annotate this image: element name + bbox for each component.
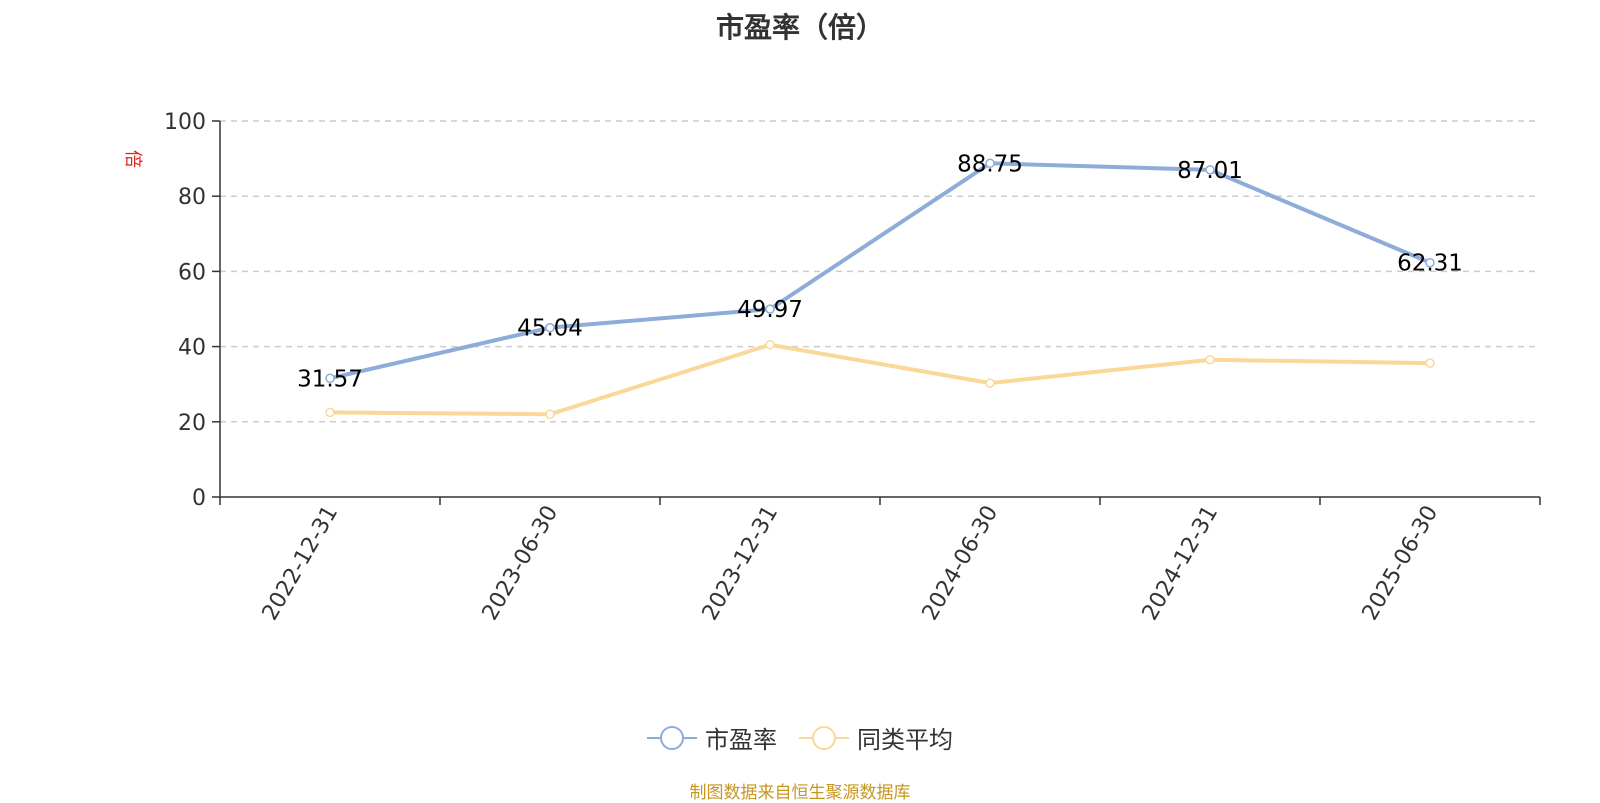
x-tick-label: 2024-12-31 xyxy=(1138,502,1224,625)
chart-title: 市盈率（倍） xyxy=(715,11,884,44)
point-peer-avg xyxy=(1425,358,1435,368)
legend: 市盈率 同类平均 xyxy=(0,720,1600,755)
x-tick-label: 2023-06-30 xyxy=(478,502,564,625)
x-tick-label: 2022-12-31 xyxy=(258,502,344,625)
point-pe xyxy=(765,304,775,314)
data-label: 45.04 xyxy=(517,316,583,342)
data-label: 88.75 xyxy=(957,151,1023,177)
x-tick-label: 2025-06-30 xyxy=(1358,502,1444,625)
point-peer-avg xyxy=(545,409,555,420)
point-peer-avg xyxy=(1205,355,1215,365)
series-line-pe xyxy=(329,161,1431,381)
legend-swatch-pe xyxy=(647,725,697,750)
y-tick-label: 60 xyxy=(178,260,206,285)
y-tick-label: 20 xyxy=(178,411,206,436)
data-label: 31.57 xyxy=(297,366,363,392)
legend-label-peer-avg: 同类平均 xyxy=(857,726,953,754)
point-pe xyxy=(325,373,335,384)
point-peer-avg xyxy=(985,378,995,388)
point-peer-avg xyxy=(765,339,775,350)
source-footer: 制图数据来自恒生聚源数据库 xyxy=(689,783,911,803)
point-pe xyxy=(985,158,995,169)
legend-dot-pe xyxy=(660,725,684,750)
legend-dot-peer-avg xyxy=(812,725,836,750)
legend-label-pe: 市盈率 xyxy=(705,726,777,754)
y-tick-label: 40 xyxy=(178,336,206,361)
point-pe xyxy=(1205,165,1215,175)
x-tick-label: 2023-12-31 xyxy=(698,502,784,625)
point-pe xyxy=(1425,257,1435,268)
series-line-peer-avg xyxy=(329,342,1431,417)
point-pe xyxy=(545,322,555,333)
x-tick-label: 2024-06-30 xyxy=(918,502,1004,625)
data-label: 49.97 xyxy=(737,297,803,323)
y-tick-label: 0 xyxy=(192,486,206,511)
data-label: 62.31 xyxy=(1397,251,1463,277)
legend-swatch-peer-avg xyxy=(799,725,849,750)
y-tick-label: 80 xyxy=(178,185,206,210)
point-peer-avg xyxy=(325,407,335,418)
data-label: 87.01 xyxy=(1177,158,1243,184)
y-tick-label: 100 xyxy=(164,110,206,135)
legend-item-peer-avg[interactable]: 同类平均 xyxy=(799,720,953,755)
legend-item-pe[interactable]: 市盈率 xyxy=(647,720,777,755)
